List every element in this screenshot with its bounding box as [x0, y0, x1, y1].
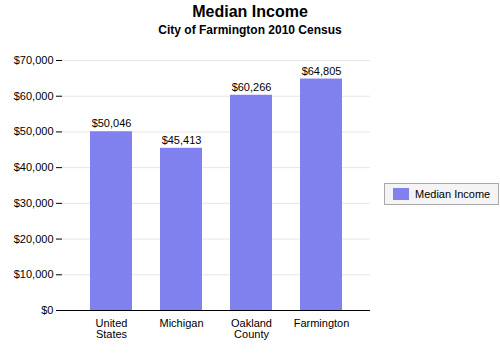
svg-text:$45,413: $45,413 — [162, 134, 202, 146]
svg-text:$50,000: $50,000 — [14, 125, 54, 137]
svg-text:$64,805: $64,805 — [302, 65, 342, 77]
svg-text:Farmington: Farmington — [294, 317, 350, 329]
svg-text:$50,046: $50,046 — [92, 117, 132, 129]
svg-text:Michigan: Michigan — [159, 317, 203, 329]
svg-text:$20,000: $20,000 — [14, 233, 54, 245]
svg-text:OaklandCounty: OaklandCounty — [231, 317, 272, 340]
svg-text:$70,000: $70,000 — [14, 54, 54, 66]
svg-text:$10,000: $10,000 — [14, 268, 54, 280]
svg-text:$0: $0 — [41, 304, 53, 316]
svg-text:$30,000: $30,000 — [14, 197, 54, 209]
svg-text:$60,000: $60,000 — [14, 90, 54, 102]
html-text:City of Farmington 2010 Census: City of Farmington 2010 Census — [158, 23, 342, 37]
svg-text:$40,000: $40,000 — [14, 161, 54, 173]
html-text:Median Income: Median Income — [415, 188, 491, 200]
svg-text:UnitedStates: UnitedStates — [96, 317, 128, 340]
html-text:Median Income: Median Income — [192, 3, 308, 20]
svg-text:$60,266: $60,266 — [232, 81, 272, 93]
